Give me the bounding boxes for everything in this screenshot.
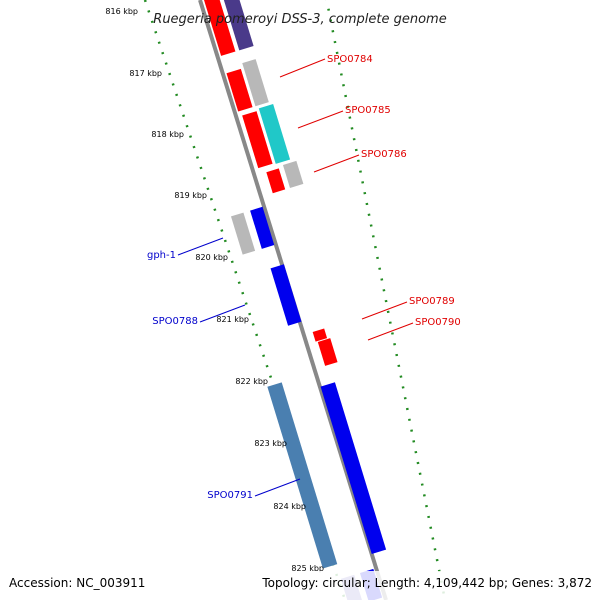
accession-text: Accession: NC_003911 (9, 576, 145, 590)
gene-label[interactable]: SPO0789 (409, 296, 455, 307)
tick-label: 817 kbp (129, 69, 162, 78)
gene-blue[interactable] (320, 382, 387, 554)
gene-label[interactable]: SPO0790 (415, 317, 461, 328)
gene-blue[interactable] (270, 264, 302, 326)
genome-summary-text: Topology: circular; Length: 4,109,442 bp… (261, 576, 592, 590)
tick-label: 818 kbp (151, 130, 184, 139)
gene-label[interactable]: SPO0785 (345, 105, 391, 116)
gene-blue[interactable] (250, 206, 275, 249)
gene-red[interactable] (203, 0, 236, 56)
gene-red[interactable] (226, 68, 253, 112)
tick-label: 816 kbp (105, 7, 138, 16)
forward-gene-track (203, 0, 387, 600)
gene-label[interactable]: gph-1 (147, 250, 176, 261)
gene-label[interactable]: SPO0784 (327, 54, 373, 65)
gene-red[interactable] (312, 328, 328, 342)
gene-grey[interactable] (230, 212, 256, 255)
gene-label[interactable]: SPO0791 (207, 490, 253, 501)
tick-label: 819 kbp (174, 191, 207, 200)
gene-cyan[interactable] (258, 104, 291, 164)
tick-label: 824 kbp (273, 502, 306, 511)
scale-labels: 816 kbp 817 kbp 818 kbp 819 kbp 820 kbp … (105, 7, 324, 573)
leader-lines (177, 58, 414, 497)
footer-bar (0, 571, 600, 600)
gene-label[interactable]: SPO0786 (361, 149, 407, 160)
map-title: Ruegeria pomeroyi DSS-3, complete genome (153, 12, 446, 27)
reverse-gene-labels: gph-1 SPO0788 SPO0791 (147, 250, 253, 501)
tick-label: 825 kbp (291, 564, 324, 573)
gene-grey[interactable] (242, 59, 269, 107)
tick-label: 821 kbp (216, 315, 249, 324)
gene-red[interactable] (317, 338, 338, 366)
gene-red[interactable] (242, 111, 273, 169)
gene-label[interactable]: SPO0788 (152, 316, 198, 327)
tick-label: 822 kbp (235, 377, 268, 386)
tick-label: 823 kbp (254, 439, 287, 448)
gene-grey[interactable] (282, 160, 304, 188)
gene-purple[interactable] (220, 0, 254, 51)
reverse-gene-track (230, 206, 338, 569)
gene-steelblue[interactable] (267, 382, 338, 569)
tick-label: 820 kbp (195, 253, 228, 262)
gene-red[interactable] (266, 168, 286, 194)
forward-gene-labels: SPO0784 SPO0785 SPO0786 SPO0789 SPO0790 (327, 54, 461, 328)
